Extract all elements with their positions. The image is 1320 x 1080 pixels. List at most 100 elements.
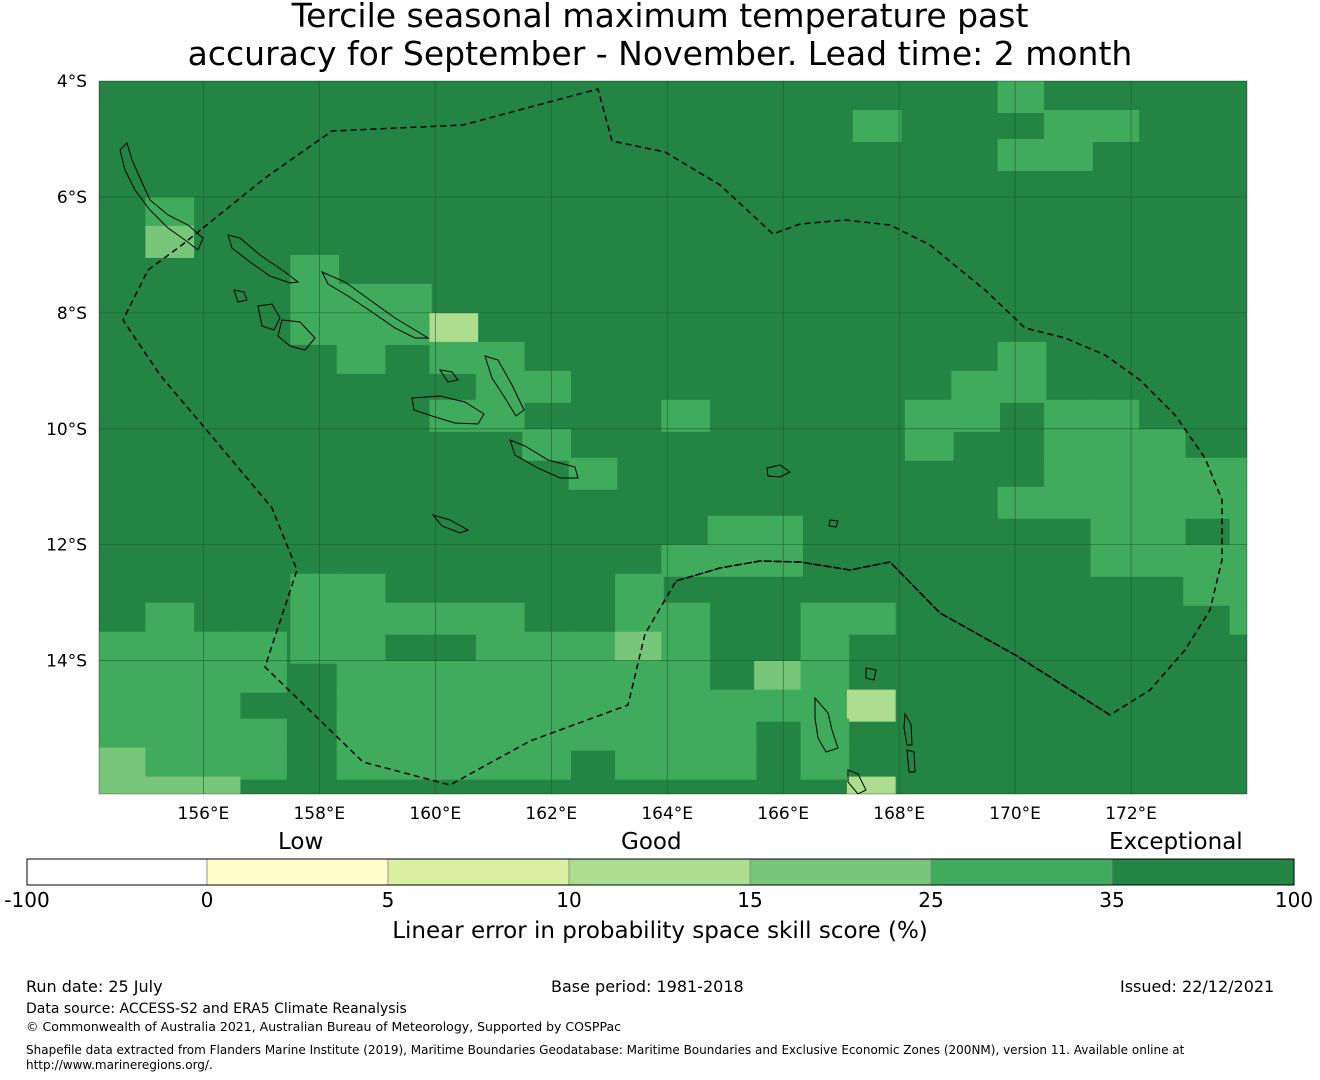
latitude-labels: 4°S 6°S 8°S 10°S 12°S 14°S bbox=[46, 72, 87, 672]
category-label-low: Low bbox=[278, 829, 324, 855]
map-border bbox=[98, 80, 1248, 795]
coastline-new-georgia-2 bbox=[277, 319, 316, 351]
grid-cell bbox=[997, 341, 1047, 374]
grid-cell bbox=[997, 81, 1047, 113]
grid-cell bbox=[429, 602, 479, 635]
grid-cell bbox=[290, 312, 340, 345]
grid-cell bbox=[904, 399, 954, 432]
eez-solomon-islands bbox=[122, 88, 1223, 786]
grid-cell bbox=[707, 515, 757, 548]
coastline-new-georgia bbox=[257, 303, 281, 331]
grid-cell bbox=[800, 747, 850, 780]
copyright: © Commonwealth of Australia 2021, Austra… bbox=[26, 1019, 621, 1034]
grid-cell bbox=[145, 631, 195, 664]
base-period: Base period: 1981-2018 bbox=[551, 977, 744, 996]
colorbar-segment bbox=[930, 858, 1113, 886]
grid-cell bbox=[800, 718, 850, 751]
coastline-maewo bbox=[906, 749, 916, 773]
grid-cell bbox=[290, 283, 340, 316]
colorbar-tick-label: 5 bbox=[381, 888, 395, 912]
colorbar-tick-label: -100 bbox=[4, 888, 50, 912]
coastline-ambae bbox=[865, 667, 877, 681]
coastline-santa-cruz bbox=[766, 464, 791, 478]
grid-cell bbox=[336, 341, 386, 374]
category-label-good: Good bbox=[621, 829, 682, 855]
grid-cell bbox=[99, 631, 148, 664]
colorbar-tick-label: 25 bbox=[918, 888, 944, 912]
grid-cell bbox=[615, 602, 664, 635]
eez-boundaries bbox=[122, 88, 1223, 786]
coastline-guadalcanal bbox=[411, 395, 485, 425]
grid-cell bbox=[290, 631, 340, 664]
grid-cell bbox=[429, 747, 479, 780]
longitude-label: 168°E bbox=[873, 804, 925, 824]
grid-cell bbox=[1044, 457, 1093, 490]
grid-cell bbox=[1044, 109, 1093, 142]
coastlines bbox=[119, 142, 916, 794]
grid-cell bbox=[568, 689, 618, 722]
grid-cell bbox=[383, 747, 432, 780]
grid-cell bbox=[145, 689, 195, 722]
grid-cell bbox=[475, 660, 525, 693]
grid-cell bbox=[1183, 573, 1232, 606]
grid-cell bbox=[707, 689, 757, 722]
graticule-lines bbox=[99, 81, 1247, 794]
grid-cell bbox=[904, 428, 954, 461]
grid-cell bbox=[145, 747, 195, 780]
grid-cell bbox=[429, 341, 479, 374]
grid-cell bbox=[99, 718, 148, 751]
grid-cell bbox=[661, 399, 711, 432]
grid-cell bbox=[1090, 486, 1140, 519]
grid-cell bbox=[568, 660, 618, 693]
grid-cell bbox=[383, 718, 432, 751]
grid-cell bbox=[99, 776, 148, 794]
grid-cell bbox=[336, 689, 386, 722]
grid-cell bbox=[145, 660, 195, 693]
grid-cell bbox=[661, 747, 711, 780]
grid-cell bbox=[1229, 544, 1247, 577]
grid-cell bbox=[475, 341, 525, 374]
grid-cell bbox=[1090, 544, 1140, 577]
grid-cell bbox=[661, 718, 711, 751]
grid-cell bbox=[475, 747, 525, 780]
issued-date: Issued: 22/12/2021 bbox=[1120, 977, 1275, 996]
grid-cell bbox=[800, 631, 850, 664]
grid-cell bbox=[754, 515, 803, 548]
grid-cell bbox=[475, 631, 525, 664]
grid-cell bbox=[145, 776, 195, 794]
grid-cell bbox=[475, 602, 525, 635]
grid-cell bbox=[336, 660, 386, 693]
grid-cell bbox=[383, 602, 432, 635]
grid-cell bbox=[475, 689, 525, 722]
latitude-label: 14°S bbox=[46, 652, 87, 672]
grid-cell bbox=[1183, 544, 1232, 577]
coastline-espiritu-santo bbox=[814, 696, 839, 753]
colorbar-tick-label: 35 bbox=[1099, 888, 1125, 912]
colorbar-tick-label: 100 bbox=[1274, 888, 1314, 912]
grid-cell bbox=[336, 573, 386, 606]
grid-cell bbox=[1090, 428, 1140, 461]
grid-cell bbox=[997, 138, 1047, 171]
grid-cell bbox=[951, 370, 1001, 403]
grid-cell bbox=[1136, 515, 1186, 548]
grid-cell bbox=[290, 254, 340, 287]
coastline-vanikoro bbox=[828, 519, 839, 528]
grid-cell bbox=[145, 225, 195, 258]
grid-cell bbox=[1044, 486, 1093, 519]
colorbar-tick-label: 15 bbox=[737, 888, 763, 912]
grid-cell bbox=[99, 747, 148, 780]
grid-cell bbox=[1044, 138, 1093, 171]
grid-cell bbox=[290, 573, 340, 606]
grid-cell bbox=[615, 747, 664, 780]
grid-cell bbox=[522, 428, 571, 461]
grid-cell bbox=[238, 631, 287, 664]
grid-cell bbox=[615, 718, 664, 751]
grid-cell bbox=[1183, 486, 1232, 519]
grid-cell bbox=[429, 718, 479, 751]
colorbar-segment bbox=[749, 858, 932, 886]
grid-cell bbox=[383, 689, 432, 722]
grid-cell bbox=[336, 312, 386, 345]
grid-cell bbox=[522, 718, 571, 751]
grid-cell bbox=[1090, 399, 1140, 432]
grid-cell bbox=[852, 109, 902, 142]
